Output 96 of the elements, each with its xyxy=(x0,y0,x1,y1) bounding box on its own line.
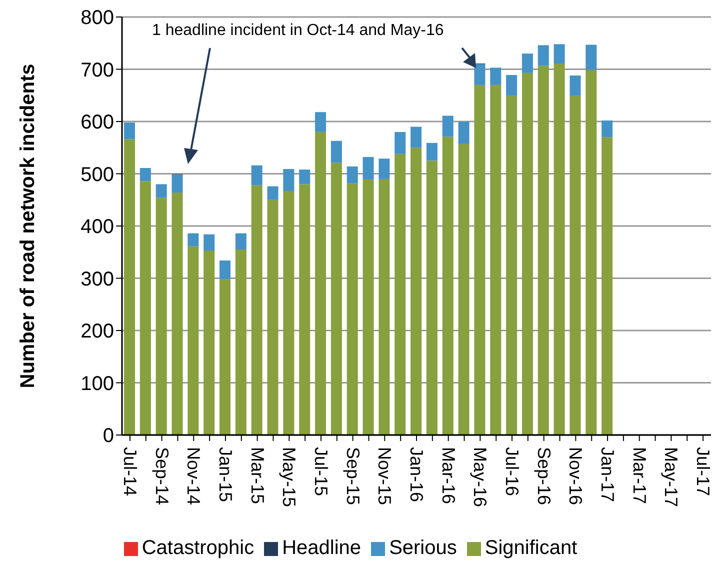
bar xyxy=(378,178,390,435)
bar xyxy=(172,174,183,193)
bar xyxy=(394,154,406,435)
bar xyxy=(235,250,246,435)
annotation: 1 headline incident in Oct-14 and May-16 xyxy=(152,22,444,40)
bar xyxy=(299,170,310,184)
y-tick-label: 300 xyxy=(80,268,114,290)
bar xyxy=(172,192,183,435)
bar xyxy=(267,200,278,435)
y-axis-title: Number of road network incidents xyxy=(17,64,40,388)
x-tick-label: May-17 xyxy=(661,447,682,508)
bar xyxy=(315,132,326,435)
bar xyxy=(602,120,613,138)
y-tick-label: 400 xyxy=(80,216,114,238)
bar xyxy=(458,143,470,435)
bar xyxy=(554,44,565,64)
bar xyxy=(490,84,502,435)
bar xyxy=(506,75,518,96)
bar xyxy=(362,157,374,179)
bar xyxy=(156,198,167,435)
x-tick-label: May-15 xyxy=(279,447,300,508)
bar xyxy=(267,186,278,200)
legend-label: Headline xyxy=(282,537,362,559)
bar xyxy=(538,45,549,66)
bar xyxy=(140,168,151,182)
bar xyxy=(554,64,565,435)
bar xyxy=(220,279,231,435)
bar xyxy=(378,158,390,179)
bar xyxy=(442,136,454,435)
bar xyxy=(570,96,581,435)
legend-label: Serious xyxy=(389,537,457,559)
bar xyxy=(394,132,406,154)
x-tick-label: Sep-15 xyxy=(342,447,363,506)
x-tick-label: Sep-14 xyxy=(152,447,172,506)
bar xyxy=(156,184,167,198)
x-tick-label: Jan-15 xyxy=(215,447,236,502)
bar xyxy=(188,233,199,246)
bar xyxy=(362,178,374,435)
bar xyxy=(570,76,581,96)
x-tick-label: Nov-14 xyxy=(184,447,204,506)
x-tick-label: Jan-17 xyxy=(598,447,618,502)
bar xyxy=(346,166,358,184)
bar xyxy=(410,126,422,148)
bar xyxy=(426,142,438,161)
bar xyxy=(315,112,326,132)
bar xyxy=(522,72,533,435)
x-tick-label: Nov-15 xyxy=(374,447,395,506)
bar xyxy=(506,96,518,435)
bar xyxy=(283,169,294,191)
y-tick-label: 800 xyxy=(80,7,114,30)
bar xyxy=(299,184,310,435)
bar xyxy=(283,190,294,435)
legend-label: Significant xyxy=(484,537,578,559)
bar xyxy=(204,234,215,251)
y-tick-label: 100 xyxy=(80,372,114,395)
y-tick-label: 200 xyxy=(80,320,114,343)
bar xyxy=(442,116,454,137)
x-tick-label: Mar-16 xyxy=(438,447,458,504)
bar xyxy=(586,70,597,435)
bar xyxy=(220,260,231,280)
y-tick-label: 600 xyxy=(80,112,114,134)
x-tick-label: May-16 xyxy=(470,447,490,508)
x-tick-label: Sep-16 xyxy=(534,447,554,506)
x-tick-label: Jul-14 xyxy=(120,447,140,496)
bar xyxy=(586,44,597,70)
x-tick-label: Jan-16 xyxy=(406,447,426,502)
x-tick-label: Nov-16 xyxy=(566,447,586,506)
bar xyxy=(330,162,342,435)
bar xyxy=(140,181,151,435)
bar xyxy=(124,139,135,435)
bar xyxy=(124,122,135,140)
y-tick-label: 0 xyxy=(102,425,114,448)
bar xyxy=(251,165,262,186)
bar xyxy=(474,84,486,435)
x-tick-label: Mar-17 xyxy=(629,447,650,504)
x-tick-label: Jul-17 xyxy=(693,447,714,496)
bar xyxy=(490,68,502,85)
bar xyxy=(188,246,199,435)
bar xyxy=(251,185,262,435)
y-tick-label: 500 xyxy=(80,164,114,186)
bar xyxy=(458,122,470,144)
bar xyxy=(426,160,438,435)
bar xyxy=(204,250,215,435)
bar xyxy=(235,233,246,250)
x-tick-label: Jul-16 xyxy=(502,447,522,496)
bar xyxy=(474,64,486,85)
legend-label: Catastrophic xyxy=(142,537,254,559)
bar xyxy=(346,183,358,435)
bar xyxy=(538,66,549,435)
bar xyxy=(330,140,342,163)
x-tick-label: Mar-15 xyxy=(247,447,268,504)
bar xyxy=(602,137,613,435)
x-tick-label: Jul-15 xyxy=(310,447,331,496)
bar xyxy=(522,54,533,73)
y-tick-label: 700 xyxy=(80,59,114,82)
bar xyxy=(410,148,422,435)
